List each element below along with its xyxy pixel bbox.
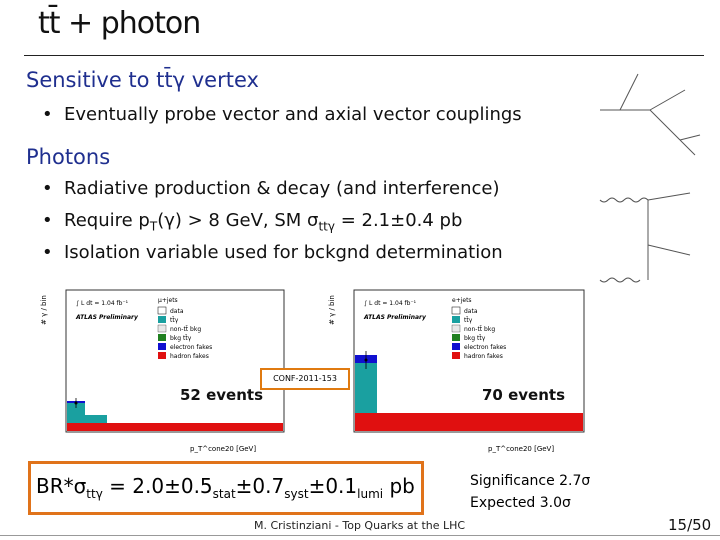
legend-swatch-bkg bbox=[158, 334, 166, 341]
legend-data: data bbox=[464, 308, 478, 315]
feynman-diagram-radiative bbox=[599, 192, 691, 283]
diagram-line bbox=[649, 109, 681, 141]
plot-atlas-label: ATLAS Preliminary bbox=[75, 314, 139, 321]
gluon-line bbox=[599, 197, 649, 203]
bullet-couplings: • Eventually probe vector and axial vecto… bbox=[42, 104, 522, 125]
plot-ylabel: # γ / bin bbox=[328, 295, 336, 325]
significance-block: Significance 2.7σ Expected 3.0σ bbox=[470, 470, 590, 514]
plot-legend: data tt̄γ non-tt̄ bkg bkg tt̄γ electron … bbox=[157, 306, 212, 360]
plot-channel: μ+jets bbox=[158, 297, 178, 304]
legend-efakes: electron fakes bbox=[170, 344, 212, 351]
diagram-line bbox=[679, 139, 696, 156]
plot-ylabel: # γ / bin bbox=[40, 295, 48, 325]
plot-atlas-label: ATLAS Preliminary bbox=[363, 314, 427, 321]
legend-swatch-efakes bbox=[158, 343, 166, 350]
br-sub-ttg: ttγ bbox=[86, 487, 103, 501]
title-divider bbox=[24, 55, 704, 56]
br-sub-syst: syst bbox=[284, 487, 309, 501]
plot-frame bbox=[353, 289, 585, 433]
plot-xlabel: p_T^cone20 [GeV] bbox=[488, 445, 554, 453]
legend-swatch-bkg bbox=[452, 334, 460, 341]
plot-channel: e+jets bbox=[452, 297, 472, 304]
plot-lumi: ∫ L dt = 1.04 fb⁻¹ bbox=[364, 300, 417, 307]
plot-legend: data tt̄γ non-tt̄ bkg bkg tt̄γ electron … bbox=[451, 306, 506, 360]
legend-nontt: non-tt̄ bkg bbox=[170, 326, 201, 333]
br-value: = 2.0±0.5 bbox=[102, 474, 213, 498]
plot-frame bbox=[65, 289, 285, 433]
isolation-plot-electron: # γ / bin p_T^cone20 [GeV] ∫ L dt = 1.04… bbox=[328, 289, 585, 453]
legend-bkg: bkg tt̄γ bbox=[170, 335, 192, 342]
hist-signal-peak bbox=[67, 403, 85, 415]
legend-swatch-signal bbox=[158, 316, 166, 323]
legend-hfakes: hadron fakes bbox=[170, 353, 209, 360]
events-left: 52 events bbox=[180, 386, 263, 404]
events-right: 70 events bbox=[482, 386, 565, 404]
result-box bbox=[28, 461, 424, 515]
legend-efakes: electron fakes bbox=[464, 344, 506, 351]
photon-wavy-line bbox=[619, 73, 639, 111]
bullet-isolation: • Isolation variable used for bckgnd dete… bbox=[42, 242, 503, 263]
diagram-line bbox=[679, 134, 701, 141]
page-number: 15/50 bbox=[668, 516, 712, 534]
legend-hfakes: hadron fakes bbox=[464, 353, 503, 360]
hist-hadron-fakes bbox=[355, 413, 583, 431]
bullet-couplings-text: Eventually probe vector and axial vector… bbox=[64, 104, 522, 125]
legend-nontt: non-tt̄ bkg bbox=[464, 326, 495, 333]
legend-swatch-nontt bbox=[157, 324, 167, 333]
footer-divider bbox=[0, 535, 720, 536]
bullet-pt-text: Require p bbox=[64, 210, 150, 231]
legend-swatch-hfakes bbox=[452, 352, 460, 359]
data-point bbox=[74, 401, 78, 405]
data-point bbox=[364, 358, 368, 362]
diagram-line bbox=[647, 192, 691, 201]
bullet-radiative-text: Radiative production & decay (and interf… bbox=[64, 178, 500, 199]
section-heading-vertex: Sensitive to tt̄γ vertex bbox=[26, 68, 259, 92]
legend-swatch-signal bbox=[452, 316, 460, 323]
legend-swatch-data bbox=[451, 306, 461, 315]
bullet-isolation-text: Isolation variable used for bckgnd deter… bbox=[64, 242, 503, 263]
conf-note-label: CONF-2011-153 bbox=[260, 368, 350, 390]
isolation-plot-muon: # γ / bin p_T^cone20 [GeV] ∫ L dt = 1.04… bbox=[40, 289, 285, 453]
legend-signal: tt̄γ bbox=[170, 317, 179, 324]
legend-swatch-efakes bbox=[452, 343, 460, 350]
br-label: BR*σ bbox=[36, 474, 87, 498]
legend-swatch-hfakes bbox=[158, 352, 166, 359]
bullet-radiative: • Radiative production & decay (and inter… bbox=[42, 178, 500, 199]
gluon-line bbox=[599, 277, 641, 283]
bullet-pt-mid: (γ) > 8 GeV, SM σ bbox=[157, 210, 319, 231]
hist-signal bbox=[67, 415, 107, 423]
slide-title: tt̄ + photon bbox=[38, 6, 201, 41]
bullet-pt-sub: T bbox=[149, 219, 158, 234]
legend-swatch-data bbox=[157, 306, 167, 315]
br-lumi-value: ±0.1 bbox=[308, 474, 358, 498]
plot-xlabel: p_T^cone20 [GeV] bbox=[190, 445, 256, 453]
diagram-line bbox=[647, 244, 691, 256]
legend-bkg: bkg tt̄γ bbox=[464, 335, 486, 342]
plot-lumi: ∫ L dt = 1.04 fb⁻¹ bbox=[76, 300, 129, 307]
bullet-sigma-value: = 2.1±0.4 pb bbox=[334, 210, 463, 231]
legend-signal: tt̄γ bbox=[464, 317, 473, 324]
significance-observed: Significance 2.7σ bbox=[470, 473, 591, 489]
br-sub-lumi: lumi bbox=[357, 487, 384, 501]
br-syst-value: ±0.7 bbox=[235, 474, 285, 498]
footer-author: M. Cristinziani - Top Quarks at the LHC bbox=[254, 519, 466, 532]
legend-swatch-nontt bbox=[451, 324, 461, 333]
hist-hadron-fakes bbox=[67, 423, 283, 431]
br-sub-stat: stat bbox=[212, 487, 236, 501]
section-heading-photons: Photons bbox=[26, 145, 111, 169]
cross-section-result: BR*σttγ = 2.0±0.5stat±0.7syst±0.1lumi pb bbox=[36, 474, 415, 501]
bullet-require-pt: • Require pT(γ) > 8 GeV, SM σttγ = 2.1±0.… bbox=[42, 210, 463, 234]
bullet-sigma-sub: ttγ bbox=[318, 219, 335, 234]
hist-signal-peak bbox=[355, 363, 377, 413]
feynman-diagram-vertex bbox=[600, 73, 701, 156]
significance-expected: Expected 3.0σ bbox=[470, 495, 571, 511]
br-unit: pb bbox=[383, 474, 415, 498]
diagram-line bbox=[649, 89, 686, 111]
legend-data: data bbox=[170, 308, 184, 315]
